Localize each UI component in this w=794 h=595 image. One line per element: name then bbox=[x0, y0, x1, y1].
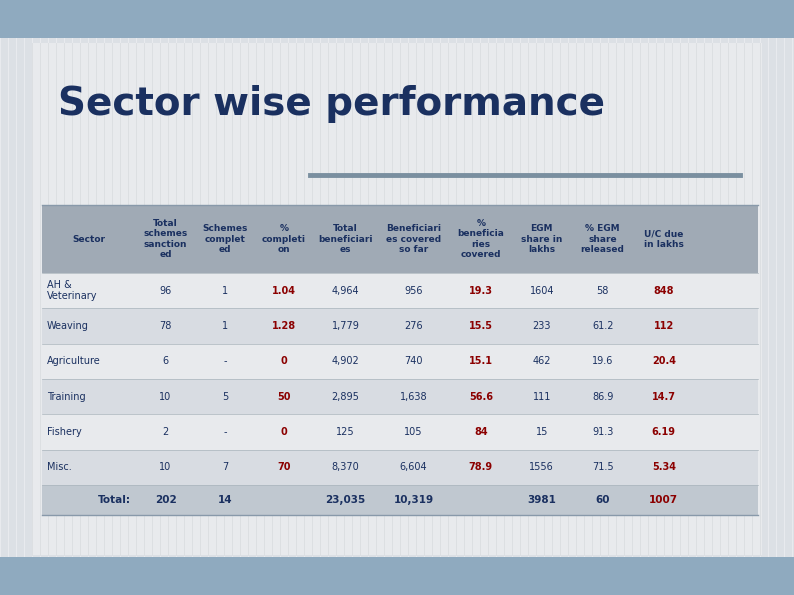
Text: 956: 956 bbox=[404, 286, 423, 296]
Text: 4,902: 4,902 bbox=[332, 356, 360, 367]
Text: 5: 5 bbox=[222, 392, 229, 402]
Text: 5.34: 5.34 bbox=[652, 462, 676, 472]
FancyBboxPatch shape bbox=[42, 485, 758, 515]
Text: Agriculture: Agriculture bbox=[47, 356, 101, 367]
Text: 15.1: 15.1 bbox=[469, 356, 493, 367]
Text: 91.3: 91.3 bbox=[592, 427, 613, 437]
Text: Total
beneficiari
es: Total beneficiari es bbox=[318, 224, 373, 254]
Text: 848: 848 bbox=[653, 286, 674, 296]
FancyBboxPatch shape bbox=[42, 273, 758, 308]
Text: 0: 0 bbox=[280, 356, 287, 367]
Text: 4,964: 4,964 bbox=[332, 286, 360, 296]
Text: 1: 1 bbox=[222, 286, 229, 296]
Text: %
completi
on: % completi on bbox=[262, 224, 306, 254]
Text: 0: 0 bbox=[280, 427, 287, 437]
Text: Misc.: Misc. bbox=[47, 462, 71, 472]
Text: Sector: Sector bbox=[72, 234, 105, 243]
Text: 14.7: 14.7 bbox=[652, 392, 676, 402]
FancyBboxPatch shape bbox=[0, 0, 794, 38]
Text: 1007: 1007 bbox=[649, 495, 678, 505]
Text: 125: 125 bbox=[337, 427, 355, 437]
Text: 19.3: 19.3 bbox=[469, 286, 493, 296]
Text: EGM
share in
lakhs: EGM share in lakhs bbox=[521, 224, 562, 254]
Text: 1604: 1604 bbox=[530, 286, 554, 296]
Text: 78: 78 bbox=[160, 321, 172, 331]
Text: Schemes
complet
ed: Schemes complet ed bbox=[202, 224, 248, 254]
Text: 6.19: 6.19 bbox=[652, 427, 676, 437]
FancyBboxPatch shape bbox=[42, 205, 758, 273]
Text: 1.28: 1.28 bbox=[272, 321, 296, 331]
Text: 1,638: 1,638 bbox=[400, 392, 427, 402]
Text: 3981: 3981 bbox=[527, 495, 557, 505]
Text: 84: 84 bbox=[474, 427, 488, 437]
FancyBboxPatch shape bbox=[32, 43, 762, 555]
Text: 740: 740 bbox=[404, 356, 423, 367]
Text: 60: 60 bbox=[596, 495, 610, 505]
Text: 1556: 1556 bbox=[530, 462, 554, 472]
FancyBboxPatch shape bbox=[42, 450, 758, 485]
Text: 105: 105 bbox=[404, 427, 423, 437]
Text: Beneficiari
es covered
so far: Beneficiari es covered so far bbox=[386, 224, 441, 254]
FancyBboxPatch shape bbox=[42, 379, 758, 414]
Text: 20.4: 20.4 bbox=[652, 356, 676, 367]
Text: 202: 202 bbox=[155, 495, 176, 505]
Text: 1: 1 bbox=[222, 321, 229, 331]
Text: 58: 58 bbox=[596, 286, 609, 296]
Text: 50: 50 bbox=[277, 392, 291, 402]
Text: -: - bbox=[224, 427, 227, 437]
Text: % EGM
share
released: % EGM share released bbox=[580, 224, 625, 254]
Text: 1,779: 1,779 bbox=[332, 321, 360, 331]
Text: -: - bbox=[224, 356, 227, 367]
Text: 15: 15 bbox=[536, 427, 548, 437]
Text: 96: 96 bbox=[160, 286, 172, 296]
Text: Total:: Total: bbox=[98, 495, 131, 505]
Text: 2,895: 2,895 bbox=[332, 392, 360, 402]
Text: 112: 112 bbox=[653, 321, 674, 331]
Text: 71.5: 71.5 bbox=[592, 462, 614, 472]
Text: Weaving: Weaving bbox=[47, 321, 89, 331]
Text: AH &
Veterinary: AH & Veterinary bbox=[47, 280, 98, 302]
Text: 7: 7 bbox=[222, 462, 229, 472]
FancyBboxPatch shape bbox=[42, 308, 758, 344]
Text: 233: 233 bbox=[533, 321, 551, 331]
FancyBboxPatch shape bbox=[42, 344, 758, 379]
Text: 61.2: 61.2 bbox=[592, 321, 614, 331]
Text: 276: 276 bbox=[404, 321, 423, 331]
Text: 6: 6 bbox=[163, 356, 168, 367]
Text: 15.5: 15.5 bbox=[469, 321, 493, 331]
Text: 6,604: 6,604 bbox=[400, 462, 427, 472]
Text: Sector wise performance: Sector wise performance bbox=[58, 85, 605, 123]
Text: 8,370: 8,370 bbox=[332, 462, 360, 472]
FancyBboxPatch shape bbox=[0, 557, 794, 595]
Text: 86.9: 86.9 bbox=[592, 392, 613, 402]
Text: 56.6: 56.6 bbox=[469, 392, 493, 402]
Text: 462: 462 bbox=[533, 356, 551, 367]
Text: Total
schemes
sanction
ed: Total schemes sanction ed bbox=[144, 219, 187, 259]
Text: U/C due
in lakhs: U/C due in lakhs bbox=[644, 229, 684, 249]
Text: 2: 2 bbox=[163, 427, 168, 437]
Text: 10: 10 bbox=[160, 392, 172, 402]
Text: 10,319: 10,319 bbox=[394, 495, 434, 505]
Text: 78.9: 78.9 bbox=[468, 462, 493, 472]
Text: Fishery: Fishery bbox=[47, 427, 82, 437]
Text: 10: 10 bbox=[160, 462, 172, 472]
Text: 70: 70 bbox=[277, 462, 291, 472]
Text: 23,035: 23,035 bbox=[326, 495, 366, 505]
Text: 14: 14 bbox=[218, 495, 233, 505]
FancyBboxPatch shape bbox=[42, 414, 758, 450]
Text: %
beneficia
ries
covered: % beneficia ries covered bbox=[457, 219, 504, 259]
Text: Training: Training bbox=[47, 392, 86, 402]
Text: 1.04: 1.04 bbox=[272, 286, 296, 296]
Text: 19.6: 19.6 bbox=[592, 356, 613, 367]
Text: 111: 111 bbox=[533, 392, 551, 402]
